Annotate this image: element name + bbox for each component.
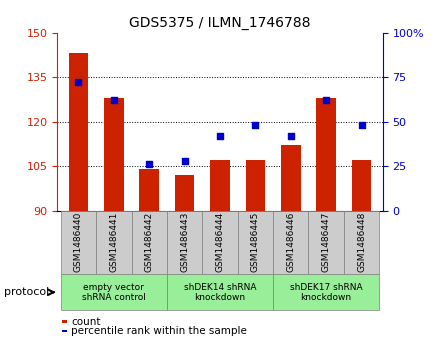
Text: shDEK14 shRNA
knockdown: shDEK14 shRNA knockdown <box>184 282 256 302</box>
Bar <box>104 98 124 211</box>
Bar <box>281 145 301 211</box>
Text: GSM1486445: GSM1486445 <box>251 212 260 273</box>
Bar <box>316 98 336 211</box>
Text: GSM1486444: GSM1486444 <box>216 212 224 272</box>
Text: GSM1486443: GSM1486443 <box>180 212 189 273</box>
Point <box>75 79 82 85</box>
Point <box>287 133 294 139</box>
Point <box>216 133 224 139</box>
Point <box>146 162 153 167</box>
Bar <box>210 160 230 211</box>
Text: protocol: protocol <box>4 287 49 297</box>
Text: GSM1486447: GSM1486447 <box>322 212 331 273</box>
Bar <box>352 160 371 211</box>
Text: GSM1486441: GSM1486441 <box>109 212 118 273</box>
Text: shDEK17 shRNA
knockdown: shDEK17 shRNA knockdown <box>290 282 363 302</box>
Text: GSM1486446: GSM1486446 <box>286 212 295 273</box>
Point <box>110 97 117 103</box>
Text: count: count <box>71 317 101 327</box>
Title: GDS5375 / ILMN_1746788: GDS5375 / ILMN_1746788 <box>129 16 311 30</box>
Text: empty vector
shRNA control: empty vector shRNA control <box>82 282 146 302</box>
Point <box>323 97 330 103</box>
Text: GSM1486448: GSM1486448 <box>357 212 366 273</box>
Bar <box>69 53 88 211</box>
Bar <box>175 175 194 211</box>
Text: percentile rank within the sample: percentile rank within the sample <box>71 326 247 337</box>
Point <box>252 122 259 128</box>
Bar <box>139 169 159 211</box>
Point <box>181 158 188 164</box>
Point <box>358 122 365 128</box>
Text: GSM1486440: GSM1486440 <box>74 212 83 273</box>
Text: GSM1486442: GSM1486442 <box>145 212 154 272</box>
Bar <box>246 160 265 211</box>
